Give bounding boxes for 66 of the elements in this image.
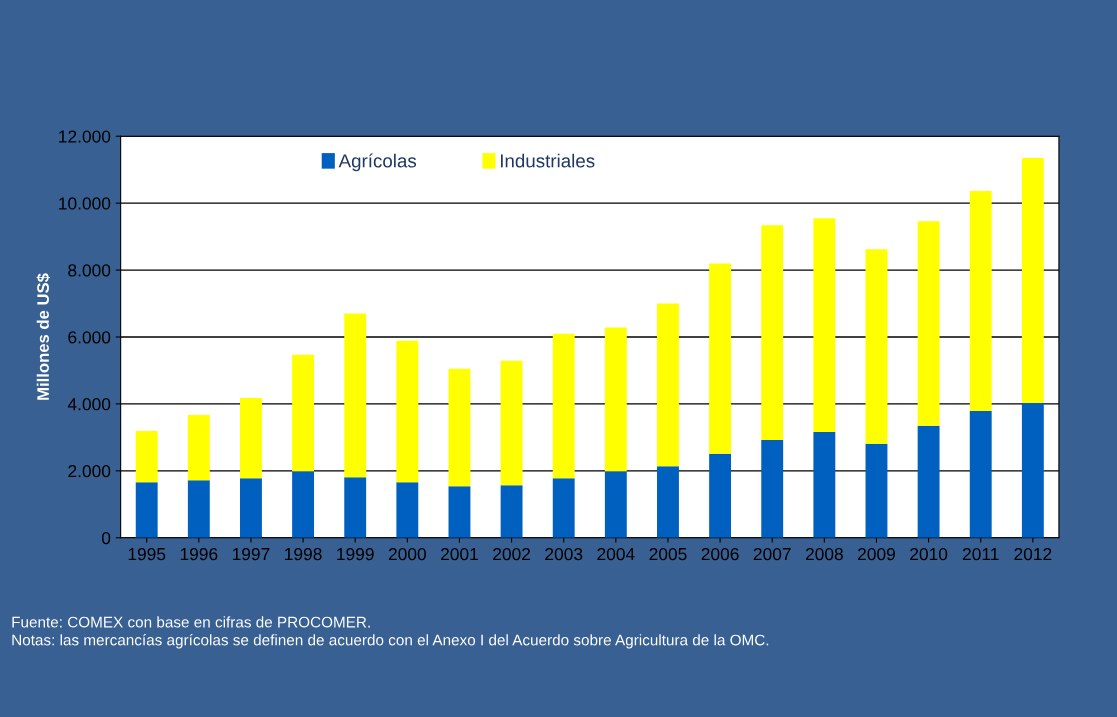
legend-label: Agrícolas — [338, 153, 417, 172]
bar — [292, 354, 315, 472]
bar — [344, 477, 367, 538]
x-tick-label: 1998 — [285, 547, 322, 561]
x-tick-label: 1997 — [232, 547, 270, 561]
bar — [969, 191, 992, 411]
bar — [344, 313, 367, 478]
bar — [1021, 402, 1044, 538]
bar — [552, 333, 575, 479]
bar — [135, 431, 158, 483]
x-tick-label: 1995 — [128, 547, 166, 561]
bar — [865, 249, 888, 444]
x-tick-label: 2001 — [441, 547, 478, 561]
bar — [1021, 157, 1044, 403]
bar — [552, 478, 575, 538]
x-tick-label: 2005 — [649, 547, 687, 561]
x-tick-label: 2006 — [701, 547, 739, 561]
bar — [500, 485, 523, 538]
bar — [917, 425, 940, 538]
bar — [761, 440, 784, 538]
x-tick-label: 2011 — [962, 547, 999, 561]
bar — [657, 303, 679, 467]
bar — [969, 410, 992, 538]
bar — [240, 397, 262, 479]
x-tick-label: 1996 — [180, 547, 218, 561]
legend-label: Industriales — [500, 153, 595, 168]
bar — [187, 480, 210, 538]
x-tick-label: 2007 — [753, 547, 791, 561]
bar — [709, 263, 732, 454]
x-tick-label: 2002 — [493, 547, 531, 561]
x-tick-label: 2010 — [910, 547, 948, 561]
bar — [709, 453, 732, 538]
x-tick-label: 1999 — [337, 547, 374, 561]
bar — [813, 218, 836, 433]
x-tick-label: 2009 — [858, 547, 895, 561]
x-tick-label: 2012 — [1014, 547, 1052, 561]
y-tick-label: 8.000 — [68, 264, 111, 277]
bar — [292, 471, 315, 538]
bar — [604, 471, 627, 538]
x-tick-label: 2004 — [597, 547, 635, 561]
bar — [657, 466, 679, 538]
bar — [396, 482, 419, 538]
bar — [448, 486, 471, 538]
text: Notas: las mercancías agrícolas se definen de acuerdo con el Anexo I del Acuerdo sobre Agricultura de la OMC. — [12, 634, 769, 649]
y-axis-title: Millones de US$ — [36, 273, 51, 400]
bar — [865, 443, 888, 538]
bar — [448, 368, 471, 487]
x-tick-label: 2003 — [545, 547, 583, 561]
bar — [813, 432, 836, 538]
x-tick-label: 2008 — [805, 547, 843, 561]
y-tick-label: 4.000 — [67, 398, 111, 411]
y-tick-label: 2.000 — [68, 465, 111, 478]
bar — [500, 360, 523, 486]
bar — [135, 482, 158, 538]
bar — [396, 340, 419, 483]
y-tick-label: 0 — [101, 531, 111, 545]
y-tick-label: 10.000 — [59, 197, 111, 210]
bar — [761, 225, 784, 441]
y-tick-label: 12.000 — [59, 130, 111, 143]
bar — [187, 414, 210, 481]
bar — [917, 221, 940, 426]
x-tick-label: 2000 — [388, 547, 426, 561]
source-note: Fuente: COMEX con base en cifras de PROCOMER. — [12, 616, 370, 628]
bar — [604, 327, 627, 472]
bar — [240, 478, 262, 538]
y-tick-label: 6.000 — [68, 331, 111, 344]
